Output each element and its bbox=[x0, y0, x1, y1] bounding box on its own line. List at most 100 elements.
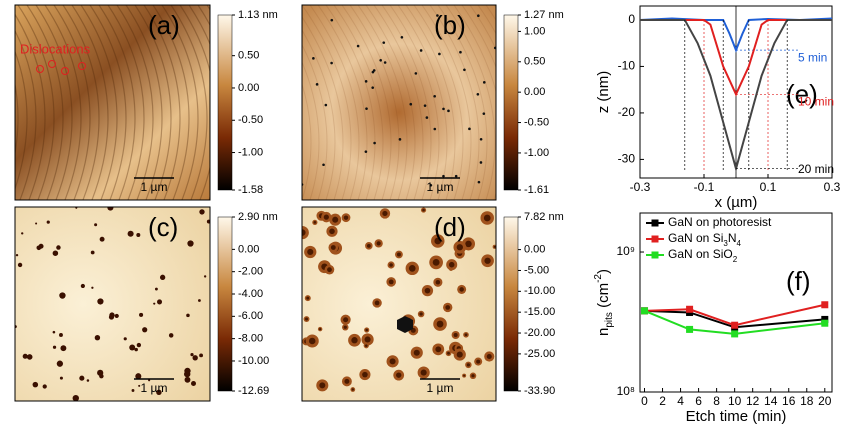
pit-core bbox=[459, 287, 464, 292]
pit bbox=[454, 174, 458, 178]
pit bbox=[315, 83, 319, 86]
terrace-step bbox=[26, 5, 64, 200]
terrace-step bbox=[170, 5, 208, 200]
colorbar-label: 1.00 bbox=[524, 25, 545, 37]
pit-core bbox=[483, 214, 491, 222]
colorbar-label: -0.50 bbox=[238, 114, 263, 126]
pit-core bbox=[376, 241, 381, 246]
pit-core bbox=[374, 300, 380, 306]
pit-core bbox=[464, 333, 468, 337]
pit bbox=[190, 353, 194, 357]
y-axis-label-part: n bbox=[595, 328, 612, 336]
pit-core bbox=[366, 243, 371, 248]
pit bbox=[482, 81, 486, 84]
pit bbox=[91, 286, 94, 289]
pit-core bbox=[351, 337, 358, 344]
afm-image bbox=[0, 5, 288, 200]
colorbar-label: -0.50 bbox=[524, 116, 549, 128]
x-tick-label: 12 bbox=[746, 394, 760, 408]
image-frame bbox=[301, 206, 497, 402]
y-axis-label: npits (cm-2) bbox=[593, 269, 615, 336]
pit bbox=[371, 70, 375, 74]
pit bbox=[139, 312, 144, 317]
pit bbox=[94, 223, 98, 227]
terrace-step bbox=[252, 5, 288, 200]
terrace-step bbox=[373, 5, 424, 200]
marker bbox=[686, 305, 694, 313]
pit-core bbox=[448, 261, 455, 268]
pit-core bbox=[319, 327, 322, 331]
marker bbox=[641, 307, 649, 315]
colorbar-label: 0.50 bbox=[238, 50, 259, 62]
terrace-step bbox=[469, 5, 496, 51]
pit bbox=[479, 161, 483, 164]
y-tick-label: 10⁸ bbox=[617, 384, 635, 398]
scale-bar-label: 1 µm bbox=[141, 180, 168, 194]
terrace-step bbox=[15, 50, 28, 191]
pit bbox=[198, 299, 201, 302]
pit bbox=[493, 46, 496, 50]
terrace-step bbox=[0, 5, 9, 200]
panel-label: (d) bbox=[434, 212, 466, 242]
colorbar-label: -10.00 bbox=[238, 355, 269, 367]
image-background bbox=[15, 5, 210, 200]
pit bbox=[373, 141, 376, 145]
pit bbox=[356, 44, 360, 48]
pit bbox=[364, 150, 368, 153]
pit-core bbox=[445, 305, 451, 310]
pit-core bbox=[432, 258, 440, 266]
pit bbox=[400, 35, 404, 39]
terrace-step bbox=[152, 5, 190, 200]
y-axis-label-part: pits bbox=[604, 312, 615, 328]
colorbar bbox=[503, 14, 519, 191]
colorbar-label: 7.82 nm bbox=[524, 211, 564, 223]
x-tick-label: 4 bbox=[677, 394, 684, 408]
y-tick-label: -10 bbox=[618, 59, 636, 73]
marker bbox=[731, 321, 739, 329]
pit-core bbox=[420, 369, 427, 376]
pit bbox=[436, 14, 439, 17]
pit-core bbox=[382, 210, 388, 217]
colorbar bbox=[217, 14, 233, 191]
terrace-step bbox=[134, 5, 172, 200]
colorbar-label: 1.13 nm bbox=[238, 9, 278, 21]
pit bbox=[46, 220, 50, 224]
marker bbox=[686, 325, 694, 333]
pit bbox=[90, 250, 95, 255]
dislocation-marker bbox=[78, 62, 86, 70]
pit bbox=[459, 50, 462, 54]
pit bbox=[442, 174, 445, 178]
legend-marker bbox=[651, 251, 659, 259]
dislocation-marker bbox=[61, 67, 69, 75]
pit-core bbox=[408, 265, 416, 272]
pit bbox=[131, 389, 135, 392]
pit bbox=[36, 245, 42, 251]
series-label: 20 min bbox=[798, 162, 834, 176]
pit bbox=[168, 333, 174, 338]
series-line bbox=[644, 309, 825, 335]
pit bbox=[99, 236, 105, 242]
terrace-step bbox=[44, 5, 82, 200]
pit bbox=[429, 183, 433, 187]
colorbar-label: -4.00 bbox=[238, 288, 263, 300]
terrace-step bbox=[302, 61, 320, 200]
pit-core bbox=[343, 325, 347, 329]
colorbar-label: -6.00 bbox=[238, 310, 263, 322]
dislocation-marker bbox=[48, 60, 56, 68]
pit bbox=[52, 250, 59, 256]
pit bbox=[438, 52, 441, 56]
pit bbox=[52, 345, 57, 349]
pit-core bbox=[413, 349, 420, 356]
terrace-step bbox=[71, 5, 109, 200]
y-tick-label: -30 bbox=[618, 152, 636, 166]
pit bbox=[142, 327, 148, 333]
terrace-step bbox=[15, 81, 19, 157]
pit-core bbox=[456, 351, 463, 358]
pit bbox=[97, 298, 104, 305]
pit bbox=[79, 375, 85, 381]
colorbar-label: -1.58 bbox=[238, 184, 263, 196]
x-tick-label: 18 bbox=[800, 394, 814, 408]
panel-label: (f) bbox=[786, 266, 811, 296]
pit-core bbox=[436, 320, 444, 328]
terrace-step bbox=[62, 5, 100, 200]
